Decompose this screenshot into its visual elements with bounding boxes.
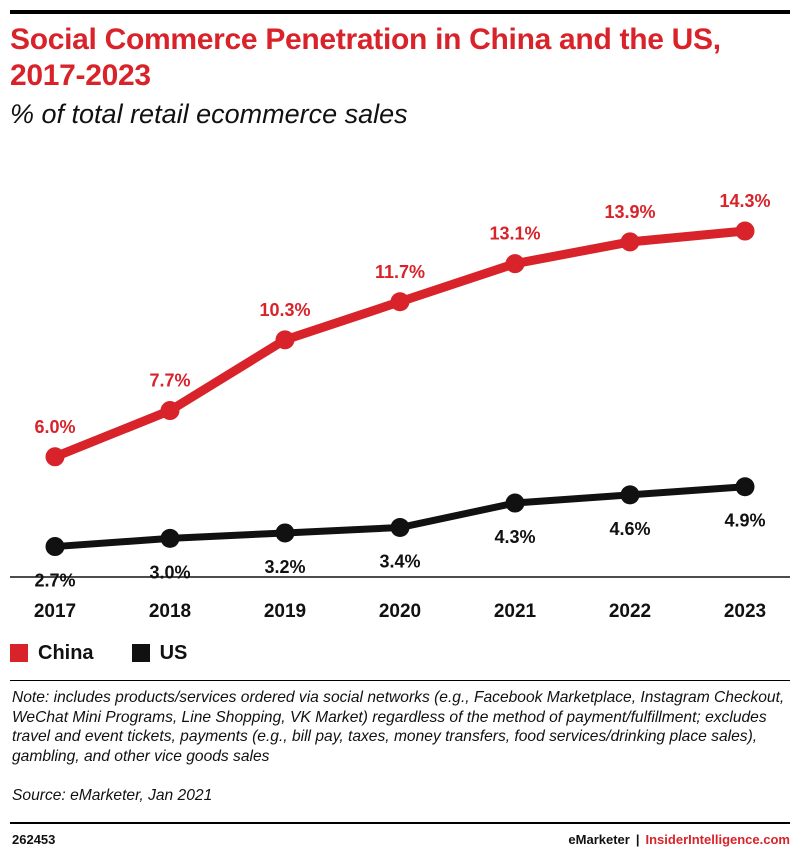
legend-item-us: US: [131, 641, 188, 665]
brand-emarketer: eMarketer: [568, 832, 630, 847]
chart-id: 262453: [12, 832, 56, 847]
data-label-china-2023: 14.3%: [719, 191, 770, 211]
point-china-2023: [735, 221, 755, 241]
data-label-us-2020: 3.4%: [379, 552, 420, 572]
point-china-2022: [620, 232, 640, 252]
point-china-2017: [45, 447, 65, 467]
x-tick-label-2017: 2017: [34, 601, 76, 622]
data-label-us-2018: 3.0%: [149, 562, 190, 582]
data-label-china-2021: 13.1%: [489, 224, 540, 244]
data-label-china-2018: 7.7%: [149, 371, 190, 391]
data-label-us-2021: 4.3%: [494, 527, 535, 547]
point-china-2019: [275, 330, 295, 350]
x-tick-label-2020: 2020: [379, 601, 421, 622]
point-us-2023: [735, 477, 755, 497]
point-us-2021: [505, 493, 525, 513]
chart-legend: China US: [10, 641, 225, 665]
footer-brand: eMarketer | InsiderIntelligence.com: [568, 832, 790, 847]
data-label-us-2022: 4.6%: [609, 519, 650, 539]
chart-subtitle: % of total retail ecommerce sales: [10, 99, 408, 129]
data-label-us-2017: 2.7%: [34, 571, 75, 591]
point-us-2022: [620, 485, 640, 505]
legend-label-china: China: [38, 641, 94, 664]
data-label-china-2019: 10.3%: [259, 300, 310, 320]
point-us-2020: [390, 518, 410, 538]
point-us-2017: [45, 537, 65, 557]
chart-note: Note: includes products/services ordered…: [12, 689, 785, 765]
x-tick-label-2023: 2023: [724, 601, 766, 622]
point-us-2018: [160, 528, 180, 548]
x-tick-label-2019: 2019: [264, 601, 306, 622]
brand-insider-intelligence: InsiderIntelligence.com: [645, 832, 791, 847]
legend-swatch-us: [131, 644, 150, 662]
brand-separator: |: [635, 832, 640, 847]
top-rule: [10, 10, 790, 14]
point-china-2020: [390, 292, 410, 312]
legend-swatch-china: [10, 644, 28, 662]
line-chart: 2017 2018 2019 2020 2021 2022 2023 6.0% 7.7% 10.3…: [10, 191, 790, 622]
legend-label-us: US: [159, 641, 188, 664]
x-tick-label-2021: 2021: [494, 601, 537, 622]
legend-item-china: China: [10, 642, 94, 665]
data-label-us-2019: 3.2%: [264, 557, 305, 577]
chart-source: Source: eMarketer, Jan 2021: [12, 787, 213, 804]
data-label-china-2017: 6.0%: [34, 417, 75, 437]
point-us-2019: [275, 523, 295, 543]
data-label-us-2023: 4.9%: [724, 511, 765, 531]
data-label-china-2022: 13.9%: [604, 202, 655, 222]
x-tick-label-2018: 2018: [149, 601, 191, 622]
data-label-china-2020: 11.7%: [375, 262, 425, 282]
point-china-2021: [505, 254, 525, 274]
chart-title: Social Commerce Penetration in China and…: [10, 23, 721, 92]
x-tick-label-2022: 2022: [609, 601, 651, 622]
bottom-rule: [10, 822, 790, 824]
note-divider: [10, 680, 790, 681]
point-china-2018: [160, 401, 180, 421]
